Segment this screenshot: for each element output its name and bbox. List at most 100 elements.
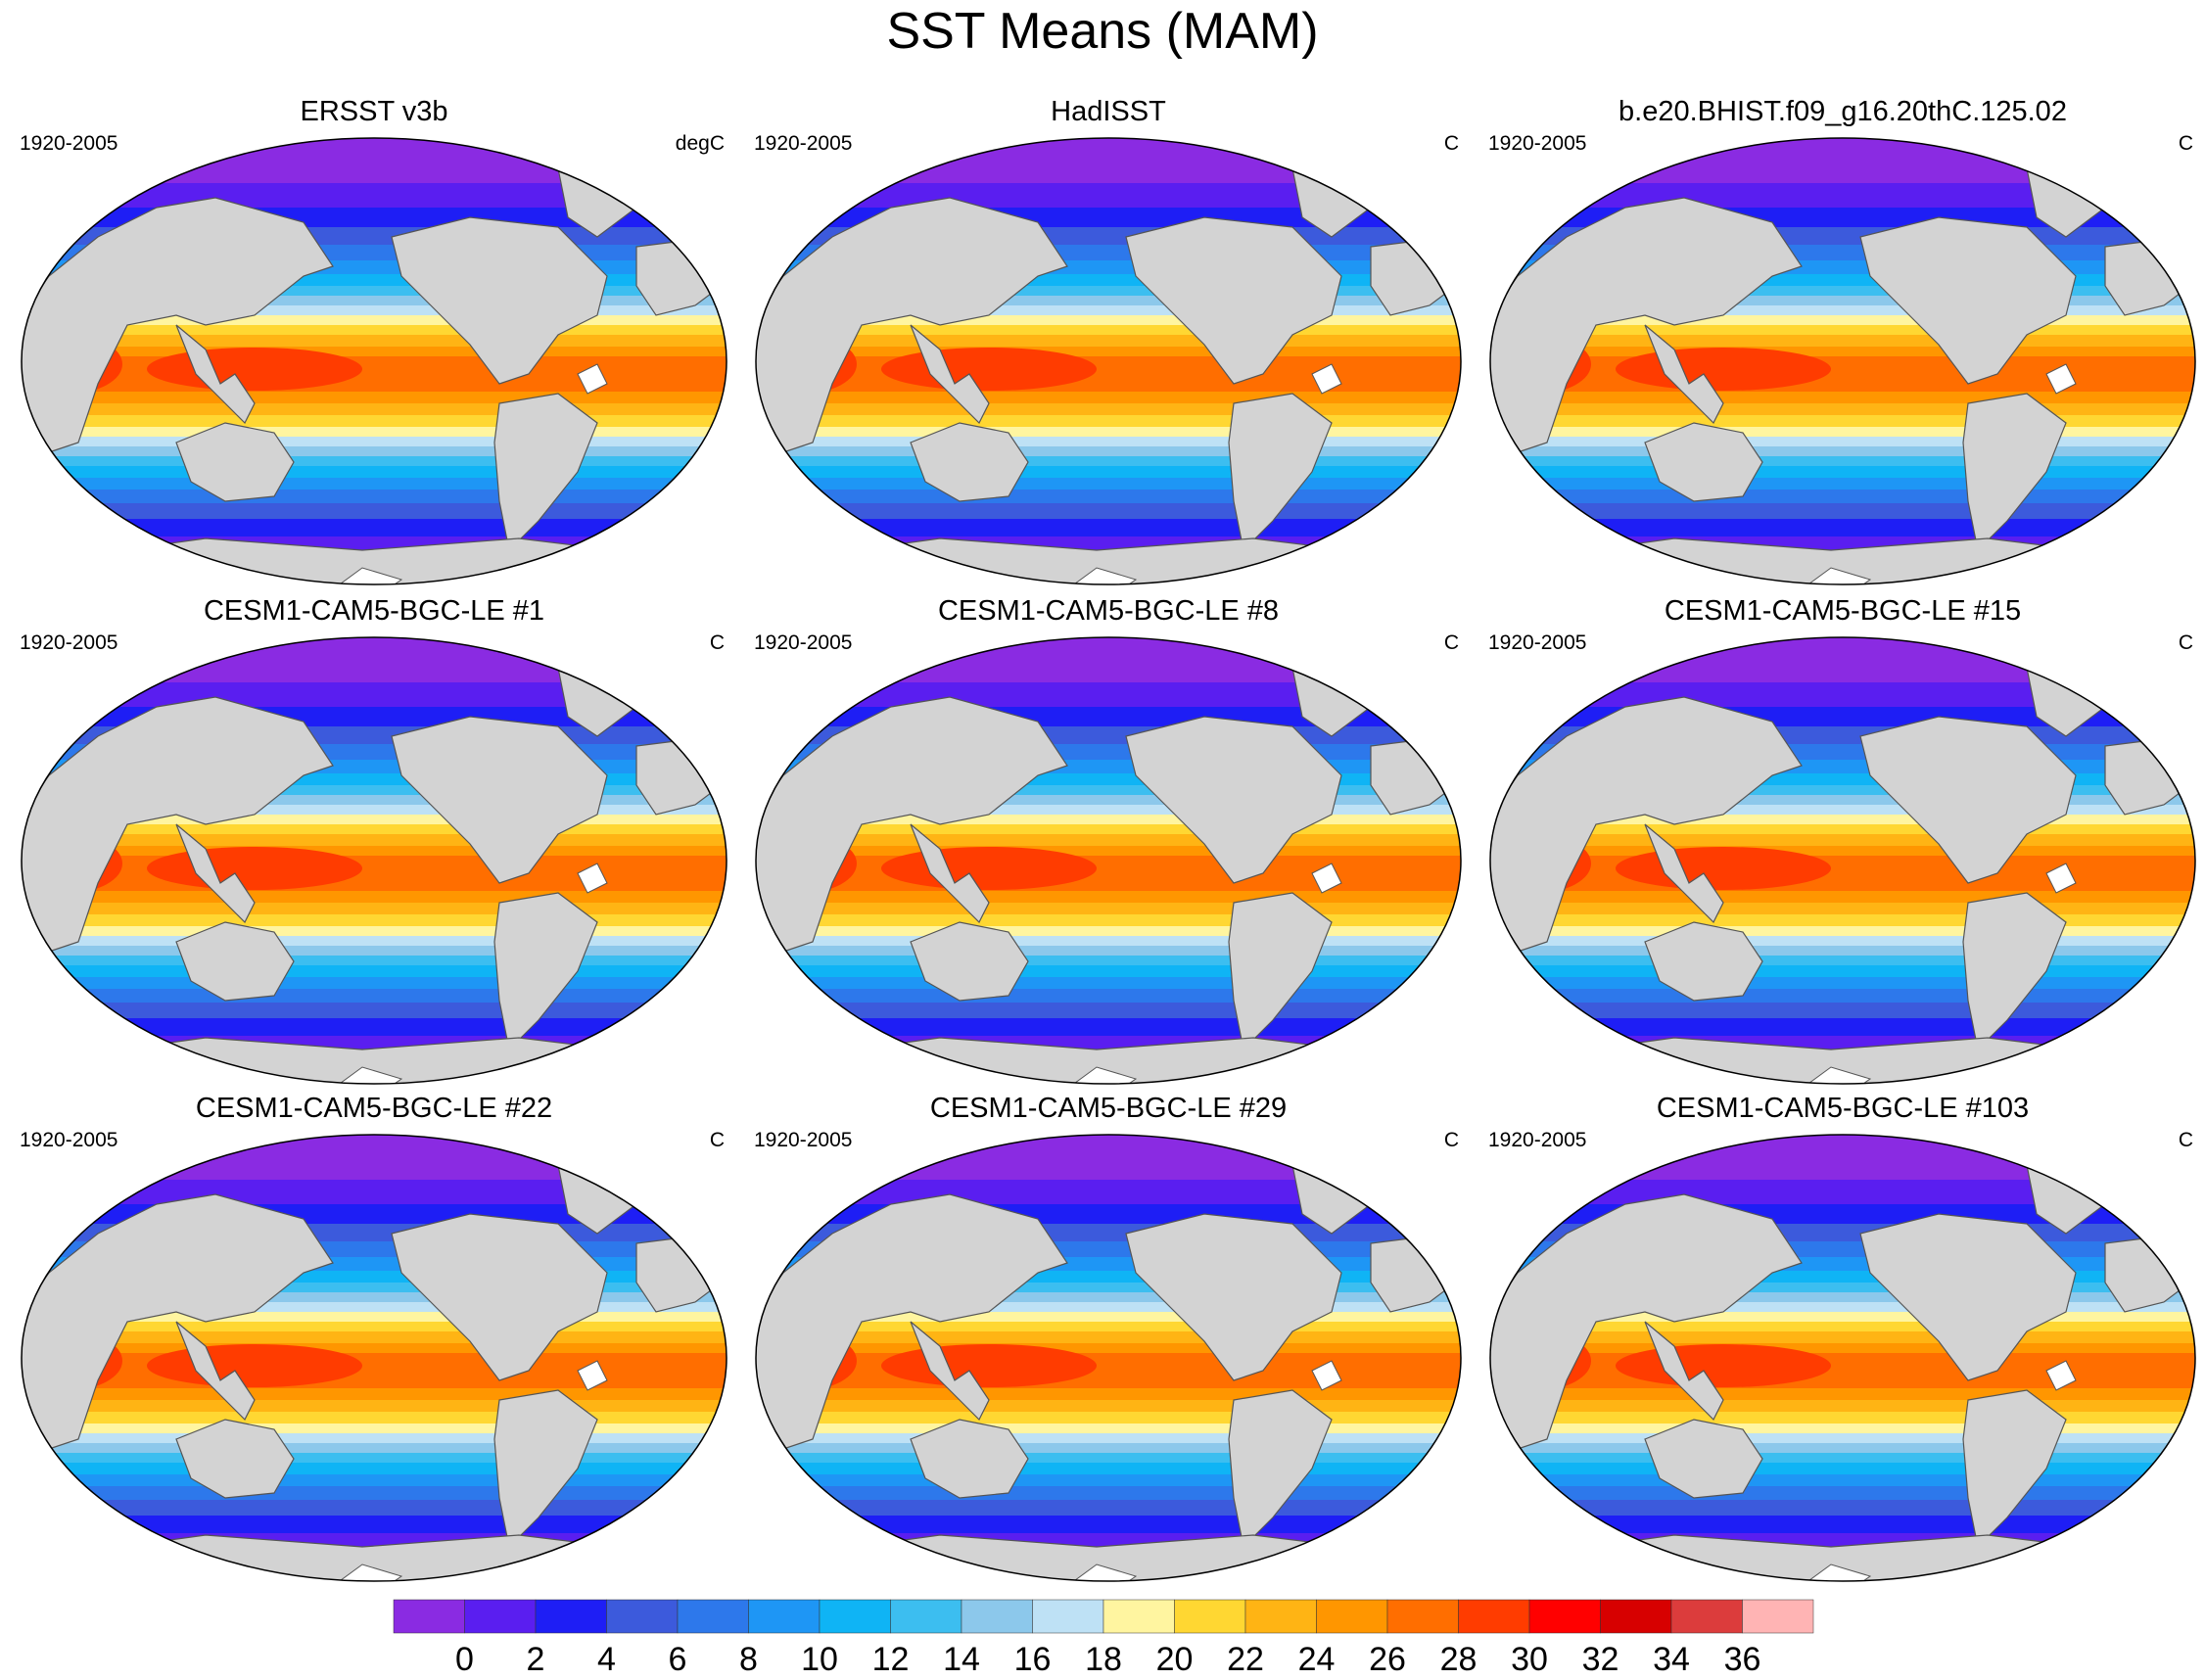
colorbar-tick-label: 24 [1298, 1641, 1336, 1678]
sst-band [22, 456, 727, 467]
sst-band [1490, 325, 2195, 336]
sst-band [756, 1353, 1461, 1389]
sst-band [756, 356, 1461, 393]
sst-band [756, 805, 1461, 816]
colorbar-tick-label: 26 [1369, 1641, 1406, 1678]
land-mass [635, 1233, 727, 1313]
sst-map [21, 1134, 727, 1582]
warm-pool [147, 1344, 362, 1387]
ice-shelf [1065, 1066, 1138, 1084]
land-mass [175, 324, 256, 425]
sst-band [1490, 1400, 2195, 1413]
sst-map [1489, 137, 2196, 585]
sst-band [756, 977, 1461, 990]
colorbar-tick-label: 2 [527, 1641, 545, 1678]
colorbar-swatch [677, 1599, 749, 1634]
sst-band [22, 1516, 727, 1534]
sst-band [756, 795, 1461, 806]
sst-band [756, 305, 1461, 316]
sst-band [1490, 315, 2195, 326]
sst-band [1490, 478, 2195, 490]
panel-title: CESM1-CAM5-BGC-LE #15 [1664, 595, 2022, 627]
land-mass [391, 716, 608, 884]
panel-title: CESM1-CAM5-BGC-LE #1 [203, 595, 545, 627]
sst-band [1490, 1283, 2195, 1293]
land-mass [910, 1321, 990, 1422]
sst-band [1490, 183, 2195, 209]
land-mass [493, 1389, 598, 1549]
land-mass [1125, 216, 1342, 385]
warm-pool [147, 847, 362, 890]
sst-band [22, 1453, 727, 1464]
panel-title: ERSST v3b [300, 96, 448, 127]
ice-shelf [2045, 863, 2077, 894]
sst-band [756, 392, 1461, 404]
sst-band [1490, 824, 2195, 835]
colorbar-swatch [1102, 1599, 1175, 1634]
land-mass [1644, 823, 1724, 924]
ice-shelf [331, 1563, 403, 1581]
ice-shelf [1800, 1066, 1872, 1084]
sst-band [756, 1018, 1461, 1037]
sst-band [756, 1433, 1461, 1444]
land-mass [175, 1321, 256, 1422]
sst-band [756, 315, 1461, 326]
sst-band [22, 815, 727, 825]
sst-band [1490, 785, 2195, 796]
sst-band [22, 315, 727, 326]
sst-band [1490, 977, 2195, 990]
sst-band [22, 1018, 727, 1037]
colorbar-swatch [890, 1599, 962, 1634]
land-mass [635, 735, 727, 816]
land-mass [1228, 1389, 1333, 1549]
sst-band [22, 846, 727, 857]
land-mass [2104, 236, 2195, 316]
land-mass [1644, 921, 1763, 1002]
ice-shelf [577, 863, 608, 894]
sst-band [1490, 296, 2195, 306]
sst-band [1490, 856, 2195, 892]
map-panel: CESM1-CAM5-BGC-LE #22 1920-2005 C [10, 1091, 738, 1590]
land-mass [1644, 422, 1763, 502]
colorbar-swatch [748, 1599, 821, 1634]
sst-band [22, 1302, 727, 1313]
sst-band [1490, 437, 2195, 447]
sst-band [1490, 946, 2195, 957]
sst-band [22, 296, 727, 306]
sst-band [1490, 392, 2195, 404]
sst-band [1490, 1412, 2195, 1424]
sst-band [22, 1433, 727, 1444]
colorbar-tick-label: 22 [1227, 1641, 1264, 1678]
sst-band [22, 286, 727, 297]
sst-band [22, 956, 727, 966]
colorbar-tick-label: 6 [669, 1641, 687, 1678]
sst-band [756, 1312, 1461, 1323]
sst-band [756, 815, 1461, 825]
panel-title: CESM1-CAM5-BGC-LE #22 [195, 1093, 553, 1124]
sst-band [22, 1423, 727, 1434]
sst-band [1490, 1453, 2195, 1464]
land-mass [175, 921, 295, 1002]
sst-band [1490, 795, 2195, 806]
colorbar-swatch [1032, 1599, 1104, 1634]
sst-band [756, 1388, 1461, 1401]
map-panel: CESM1-CAM5-BGC-LE #15 1920-2005 C [1478, 593, 2205, 1093]
sst-band [22, 1343, 727, 1354]
sst-band [1490, 815, 2195, 825]
sst-band [1490, 1292, 2195, 1303]
colorbar-tick-label: 34 [1653, 1641, 1690, 1678]
panel-units-label: C [709, 1129, 725, 1151]
panel-title: CESM1-CAM5-BGC-LE #29 [929, 1093, 1288, 1124]
panel-units-label: C [1443, 132, 1459, 155]
sst-band [1490, 466, 2195, 479]
sst-map [21, 636, 727, 1085]
colorbar-swatch [1742, 1599, 1814, 1634]
colorbar-swatch [1528, 1599, 1601, 1634]
sst-band [756, 1423, 1461, 1434]
land-mass [910, 324, 990, 425]
land-mass [1370, 236, 1461, 316]
sst-band [22, 325, 727, 336]
sst-band [22, 519, 727, 537]
colorbar-tick-label: 12 [872, 1641, 910, 1678]
sst-band [22, 1463, 727, 1475]
